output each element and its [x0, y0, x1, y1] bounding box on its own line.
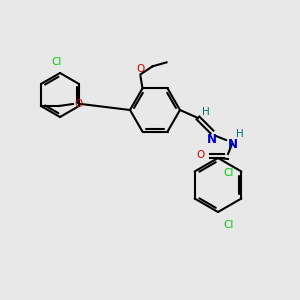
Text: O: O	[74, 99, 82, 109]
Text: N: N	[207, 133, 217, 146]
Text: H: H	[236, 129, 244, 139]
Text: N: N	[228, 138, 238, 151]
Text: O: O	[197, 150, 205, 160]
Text: O: O	[136, 64, 145, 74]
Text: H: H	[202, 107, 210, 117]
Text: Cl: Cl	[52, 57, 62, 67]
Text: Cl: Cl	[223, 169, 233, 178]
Text: Cl: Cl	[223, 220, 233, 230]
